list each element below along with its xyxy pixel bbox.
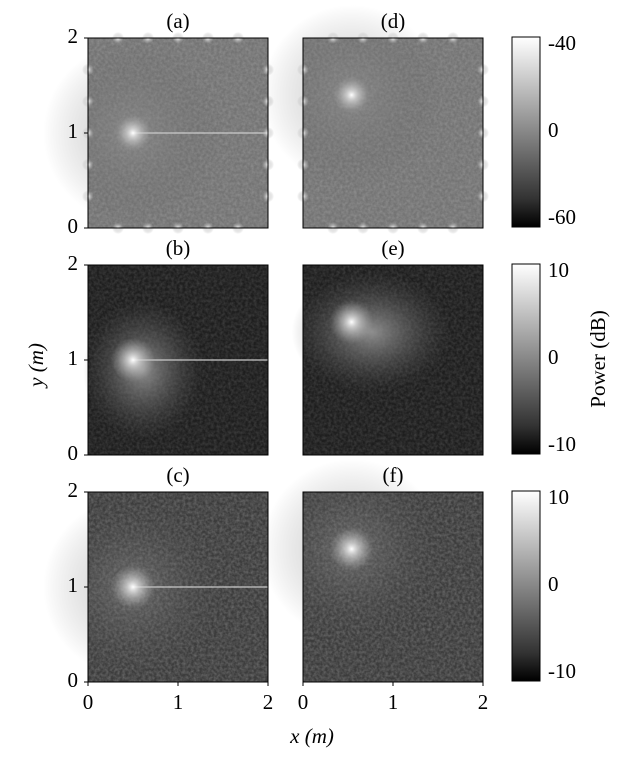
hotspot xyxy=(334,77,370,113)
colorbar-tick-label: 0 xyxy=(548,345,559,369)
x-tick-label: 2 xyxy=(263,690,274,714)
hotspot xyxy=(330,527,374,571)
panel-title: (d) xyxy=(381,9,406,33)
x-tick-label: 2 xyxy=(478,690,489,714)
image-panel xyxy=(292,265,483,455)
colorbar-tick-label: -60 xyxy=(548,205,576,229)
colorbar-tick-label: 10 xyxy=(548,485,569,509)
y-tick-label: 1 xyxy=(68,573,79,597)
y-tick-label: 2 xyxy=(68,24,79,48)
colorbar xyxy=(512,37,540,227)
colorbar-tick-label: 10 xyxy=(548,258,569,282)
colorbar-tick-label: 0 xyxy=(548,572,559,596)
hotspot xyxy=(111,338,155,382)
y-tick-label: 0 xyxy=(68,214,79,238)
panel-title: (f) xyxy=(383,463,404,487)
figure: x (m) y (m) (a)012(b)012(c)012012(d)(e)(… xyxy=(0,0,625,754)
energy-cloud xyxy=(292,272,452,392)
image-panel xyxy=(262,459,483,682)
y-tick-label: 1 xyxy=(68,119,79,143)
colorbar-tick-label: -40 xyxy=(548,31,576,55)
y-tick-label: 0 xyxy=(68,441,79,465)
panel-title: (b) xyxy=(166,236,191,260)
x-tick-label: 1 xyxy=(173,690,184,714)
colorbar-tick-label: -10 xyxy=(548,659,576,683)
x-tick-label: 0 xyxy=(83,690,94,714)
y-tick-label: 2 xyxy=(68,251,79,275)
y-tick-label: 2 xyxy=(68,478,79,502)
colorbar-tick-label: -10 xyxy=(548,432,576,456)
x-tick-label: 1 xyxy=(388,690,399,714)
panel-title: (c) xyxy=(166,463,189,487)
colorbar xyxy=(512,491,540,681)
page: x (m) y (m) (a)012(b)012(c)012012(d)(e)(… xyxy=(0,0,625,759)
panel-title: (e) xyxy=(381,236,404,260)
x-tick-label: 0 xyxy=(298,690,309,714)
panel-title: (a) xyxy=(166,9,189,33)
colorbar-label: Power (dB) xyxy=(586,310,610,407)
image-panel xyxy=(83,265,268,455)
x-axis-label: x (m) xyxy=(289,724,334,748)
colorbar-tick-label: 0 xyxy=(548,118,559,142)
colorbar xyxy=(512,264,540,454)
y-axis-label: y (m) xyxy=(24,343,48,389)
hotspot xyxy=(111,565,155,609)
hotspot xyxy=(330,300,374,344)
hotspot xyxy=(115,115,151,151)
image-panel xyxy=(262,5,489,234)
y-tick-label: 1 xyxy=(68,346,79,370)
y-tick-label: 0 xyxy=(68,668,79,692)
